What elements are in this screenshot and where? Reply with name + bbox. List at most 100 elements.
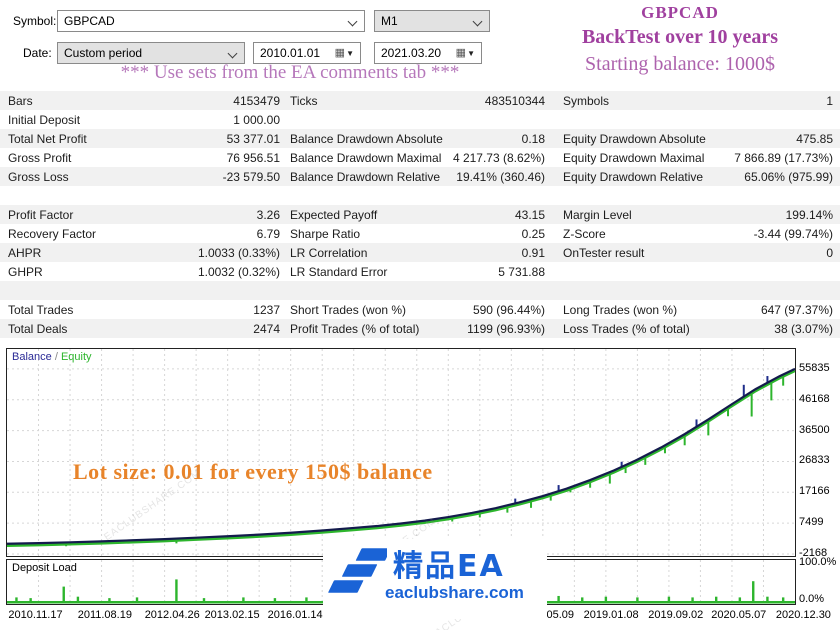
y-tick-label: 17166 (799, 485, 830, 498)
stat-value: 5 731.88 (498, 264, 545, 279)
date-to-field[interactable]: 2021.03.20 ▦▼ (374, 42, 482, 64)
stat-label: Gross Loss (8, 169, 69, 184)
stat-label: Z-Score (563, 226, 606, 241)
calendar-icon[interactable]: ▦ (455, 47, 468, 59)
legend-equity: Equity (60, 351, 92, 363)
stat-label: Expected Payoff (290, 207, 378, 222)
calendar-icon[interactable]: ▦ (334, 47, 347, 59)
stats-row: AHPR 1.0033 (0.33%) LR Correlation 0.91 OnTe… (0, 243, 840, 262)
stat-value: 7 866.89 (17.73%) (734, 150, 833, 165)
site-watermark: 精品EA eaclubshare.com (323, 539, 547, 619)
stat-value: 0.91 (521, 245, 545, 260)
date-from-value: 2010.01.01 (260, 46, 321, 60)
stat-value: 76 956.51 (226, 150, 280, 165)
stats-row: Initial Deposit 1 000.00 (0, 110, 840, 129)
balance-equity-chart (6, 348, 796, 557)
stat-label: Balance Drawdown Absolute (290, 131, 443, 146)
x-tick-label: 2011.08.19 (77, 609, 132, 621)
chevron-down-icon[interactable] (472, 16, 483, 27)
stat-label: Bars (8, 93, 33, 108)
y-tick-label: -2168 (799, 547, 828, 559)
stat-value: 0.25 (521, 226, 545, 241)
stat-value: 1 000.00 (233, 112, 280, 127)
stat-value: 6.79 (256, 226, 280, 241)
stats-row: GHPR 1.0032 (0.32%) LR Standard Error 5 731… (0, 262, 840, 281)
symbol-combobox[interactable]: GBPCAD (57, 10, 365, 32)
watermark-cn-text: 精品EA (393, 549, 505, 584)
stat-value: -3.44 (99.74%) (753, 226, 833, 241)
stat-value: 0.18 (521, 131, 545, 146)
title-line3: Starting balance: 1000$ (585, 53, 775, 75)
stats-row: Total Trades 1237 Short Trades (won %) 590 … (0, 300, 840, 319)
stat-value: 1.0032 (0.32%) (197, 264, 280, 279)
stats-row: Gross Loss -23 579.50 Balance Drawdown Rel… (0, 167, 840, 186)
stat-label: Total Trades (8, 302, 74, 317)
legend-separator: / (51, 351, 61, 363)
period-combobox[interactable]: Custom period (57, 42, 245, 64)
stats-row: Total Deals 2474 Profit Trades (% of total… (0, 319, 840, 338)
date-to-value: 2021.03.20 (381, 46, 442, 60)
stat-value: 483510344 (484, 93, 545, 108)
title-symbol: GBPCAD (641, 3, 719, 22)
title-block: GBPCAD BackTest over 10 years Starting b… (520, 3, 840, 76)
stat-label: GHPR (8, 264, 43, 279)
stat-label: Profit Factor (8, 207, 74, 222)
stat-label: Initial Deposit (8, 112, 81, 127)
stat-value: 590 (96.44%) (472, 302, 545, 317)
dropdown-arrow-icon[interactable]: ▼ (346, 49, 355, 58)
stat-label: Loss Trades (% of total) (563, 321, 690, 336)
deposit-load-label: Deposit Load (12, 562, 77, 574)
lot-size-annotation: Lot size: 0.01 for every 150$ balance (73, 459, 433, 484)
x-tick-label: 2019.09.02 (648, 609, 704, 621)
stats-row: Bars 4153479 Ticks 483510344 Symbols 1 (0, 91, 840, 110)
dropdown-arrow-icon[interactable]: ▼ (467, 49, 476, 58)
stats-row: Profit Factor 3.26 Expected Payoff 43.15 Mar… (0, 205, 840, 224)
timeframe-combobox[interactable]: M1 (374, 10, 490, 32)
stat-label: Balance Drawdown Relative (290, 169, 441, 184)
stat-value: 475.85 (796, 131, 833, 146)
chevron-down-icon[interactable] (227, 48, 238, 59)
stat-label: LR Standard Error (290, 264, 388, 279)
stat-value: 53 377.01 (226, 131, 280, 146)
stat-value: 65.06% (975.99) (744, 169, 833, 184)
sub-axis-top-label: 100.0% (799, 556, 837, 568)
stat-label: Recovery Factor (8, 226, 97, 241)
y-tick-label: 55835 (799, 361, 830, 374)
stats-table: Bars 4153479 Ticks 483510344 Symbols 1 Initial… (0, 91, 840, 338)
legend-balance: Balance (12, 351, 52, 363)
date-from-field[interactable]: 2010.01.01 ▦▼ (253, 42, 361, 64)
y-tick-label: 36500 (799, 423, 830, 436)
stat-value: 43.15 (514, 207, 545, 222)
y-tick-label: 26833 (799, 454, 830, 467)
stat-label: Equity Drawdown Absolute (563, 131, 706, 146)
x-tick-label: 2016.01.14 (267, 609, 323, 621)
period-value: Custom period (64, 46, 143, 60)
stat-label: Margin Level (563, 207, 632, 222)
stat-label: Symbols (563, 93, 610, 108)
y-tick-label: 46168 (799, 392, 830, 405)
stat-value: 647 (97.37%) (760, 302, 833, 317)
stat-value: 2474 (253, 321, 280, 336)
stats-row: Total Net Profit 53 377.01 Balance Drawdow… (0, 129, 840, 148)
title-line2: BackTest over 10 years (581, 26, 779, 48)
stat-value: 1.0033 (0.33%) (197, 245, 280, 260)
timeframe-value: M1 (381, 14, 398, 28)
stat-label: AHPR (8, 245, 42, 260)
stats-row (0, 281, 840, 300)
stat-value: 1199 (96.93%) (467, 321, 545, 336)
date-label: Date: (23, 46, 52, 60)
stats-row: Recovery Factor 6.79 Sharpe Ratio 0.25 Z-Sco… (0, 224, 840, 243)
stats-row (0, 186, 840, 205)
chevron-down-icon[interactable] (347, 16, 358, 27)
stat-label: Profit Trades (% of total) (290, 321, 420, 336)
stats-row: Gross Profit 76 956.51 Balance Drawdown Ma… (0, 148, 840, 167)
x-tick-label: 2012.04.26 (144, 609, 200, 621)
stat-value: -23 579.50 (222, 169, 280, 184)
stat-label: Ticks (290, 93, 318, 108)
stat-label: Gross Profit (8, 150, 72, 165)
stat-value: 1237 (253, 302, 280, 317)
stat-label: Equity Drawdown Maximal (563, 150, 705, 165)
stat-label: OnTester result (563, 245, 645, 260)
y-tick-label: 7499 (799, 516, 824, 529)
stat-label: Total Net Profit (8, 131, 87, 146)
